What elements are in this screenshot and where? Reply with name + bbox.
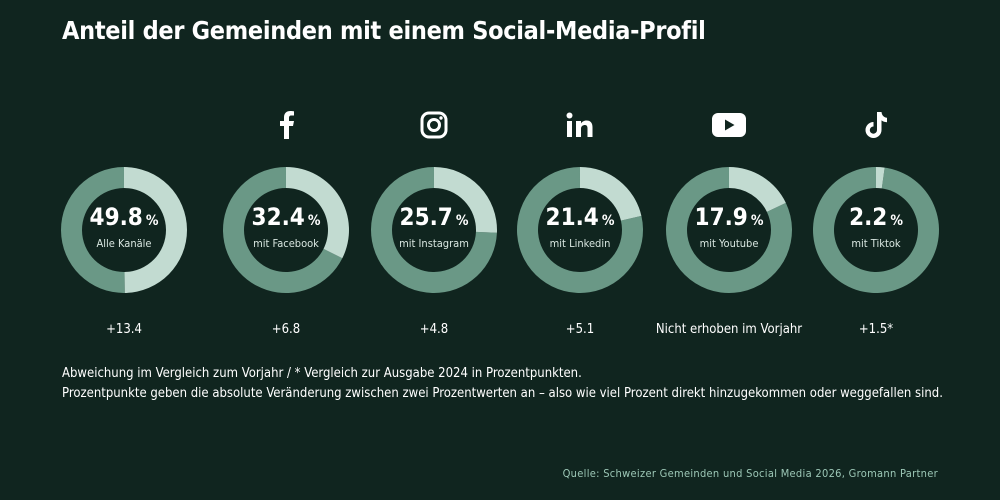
donut-chart: 25.7% mit Instagram bbox=[369, 165, 499, 295]
donut-chart: 17.9% mit Youtube bbox=[664, 165, 794, 295]
donut-share-segment bbox=[580, 167, 642, 221]
facebook-icon bbox=[211, 105, 361, 145]
donut-item: 25.7% mit Instagram bbox=[359, 105, 509, 295]
donut-value: 49.8 bbox=[89, 203, 143, 231]
percent-sign: % bbox=[601, 213, 615, 229]
donut-remainder-segment bbox=[813, 167, 939, 293]
donut-remainder-segment bbox=[517, 167, 643, 293]
donut-remainder-segment bbox=[223, 167, 343, 293]
source-note: Quelle: Schweizer Gemeinden und Social M… bbox=[562, 467, 938, 480]
tiktok-icon bbox=[801, 105, 951, 145]
donut-share-segment bbox=[434, 167, 497, 233]
donut-value: 32.4 bbox=[251, 203, 305, 231]
donut-share-segment bbox=[876, 167, 885, 189]
donut-chart: 21.4% mit Linkedin bbox=[515, 165, 645, 295]
delta-label: +4.8 bbox=[419, 322, 449, 337]
donut-label: Alle Kanäle bbox=[96, 237, 152, 250]
donut-chart: 49.8% Alle Kanäle bbox=[59, 165, 189, 295]
delta-label: +13.4 bbox=[106, 322, 142, 337]
percent-sign: % bbox=[145, 213, 159, 229]
donut-remainder-segment bbox=[666, 167, 792, 293]
donut-chart: 32.4% mit Facebook bbox=[221, 165, 351, 295]
donut-remainder-segment bbox=[371, 167, 497, 293]
delta-label: +5.1 bbox=[565, 322, 595, 337]
delta-label: +1.5* bbox=[858, 322, 894, 337]
percent-sign: % bbox=[455, 213, 469, 229]
donut-label: mit Facebook bbox=[253, 237, 319, 250]
footnote-2: Prozentpunkte geben die absolute Verände… bbox=[62, 386, 943, 401]
footnote-1: Abweichung im Vergleich zum Vorjahr / * … bbox=[62, 366, 582, 381]
linkedin-icon bbox=[505, 105, 655, 145]
donut-label: mit Tiktok bbox=[851, 237, 901, 250]
percent-sign: % bbox=[750, 213, 764, 229]
donut-share-segment bbox=[729, 167, 786, 212]
donut-item: 49.8% Alle Kanäle bbox=[49, 105, 199, 295]
donut-item: 17.9% mit Youtube bbox=[654, 105, 804, 295]
delta-label: +6.8 bbox=[271, 322, 301, 337]
donut-remainder-segment bbox=[61, 167, 125, 293]
donut-item: 21.4% mit Linkedin bbox=[505, 105, 655, 295]
donut-item: 32.4% mit Facebook bbox=[211, 105, 361, 295]
donut-value: 17.9 bbox=[694, 203, 748, 231]
instagram-icon bbox=[359, 105, 509, 145]
donut-label: mit Youtube bbox=[699, 237, 759, 250]
chart-title: Anteil der Gemeinden mit einem Social-Me… bbox=[62, 16, 706, 45]
percent-sign: % bbox=[890, 213, 903, 229]
footnotes: Abweichung im Vergleich zum Vorjahr / * … bbox=[62, 364, 943, 404]
donut-value: 25.7 bbox=[399, 203, 453, 231]
donut-share-segment bbox=[124, 167, 188, 293]
donut-value: 2.2 bbox=[849, 203, 888, 231]
donut-share-segment bbox=[286, 167, 349, 259]
donut-chart: 2.2% mit Tiktok bbox=[811, 165, 941, 295]
youtube-icon bbox=[654, 105, 804, 145]
delta-label: Nicht erhoben im Vorjahr bbox=[655, 322, 803, 337]
donut-label: mit Instagram bbox=[399, 237, 469, 250]
donut-value: 21.4 bbox=[545, 203, 599, 231]
percent-sign: % bbox=[307, 213, 321, 229]
none bbox=[49, 105, 199, 145]
donut-item: 2.2% mit Tiktok bbox=[801, 105, 951, 295]
donut-label: mit Linkedin bbox=[549, 237, 611, 250]
